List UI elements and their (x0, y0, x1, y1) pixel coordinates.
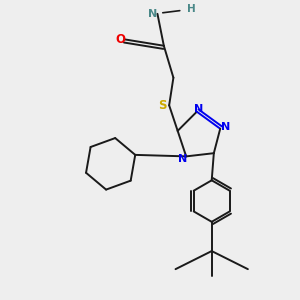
Text: S: S (158, 99, 167, 112)
Text: N: N (194, 103, 204, 113)
Text: H: H (187, 4, 196, 14)
Text: N: N (148, 9, 157, 19)
Text: N: N (221, 122, 230, 132)
Text: O: O (115, 33, 125, 46)
Text: N: N (178, 154, 188, 164)
